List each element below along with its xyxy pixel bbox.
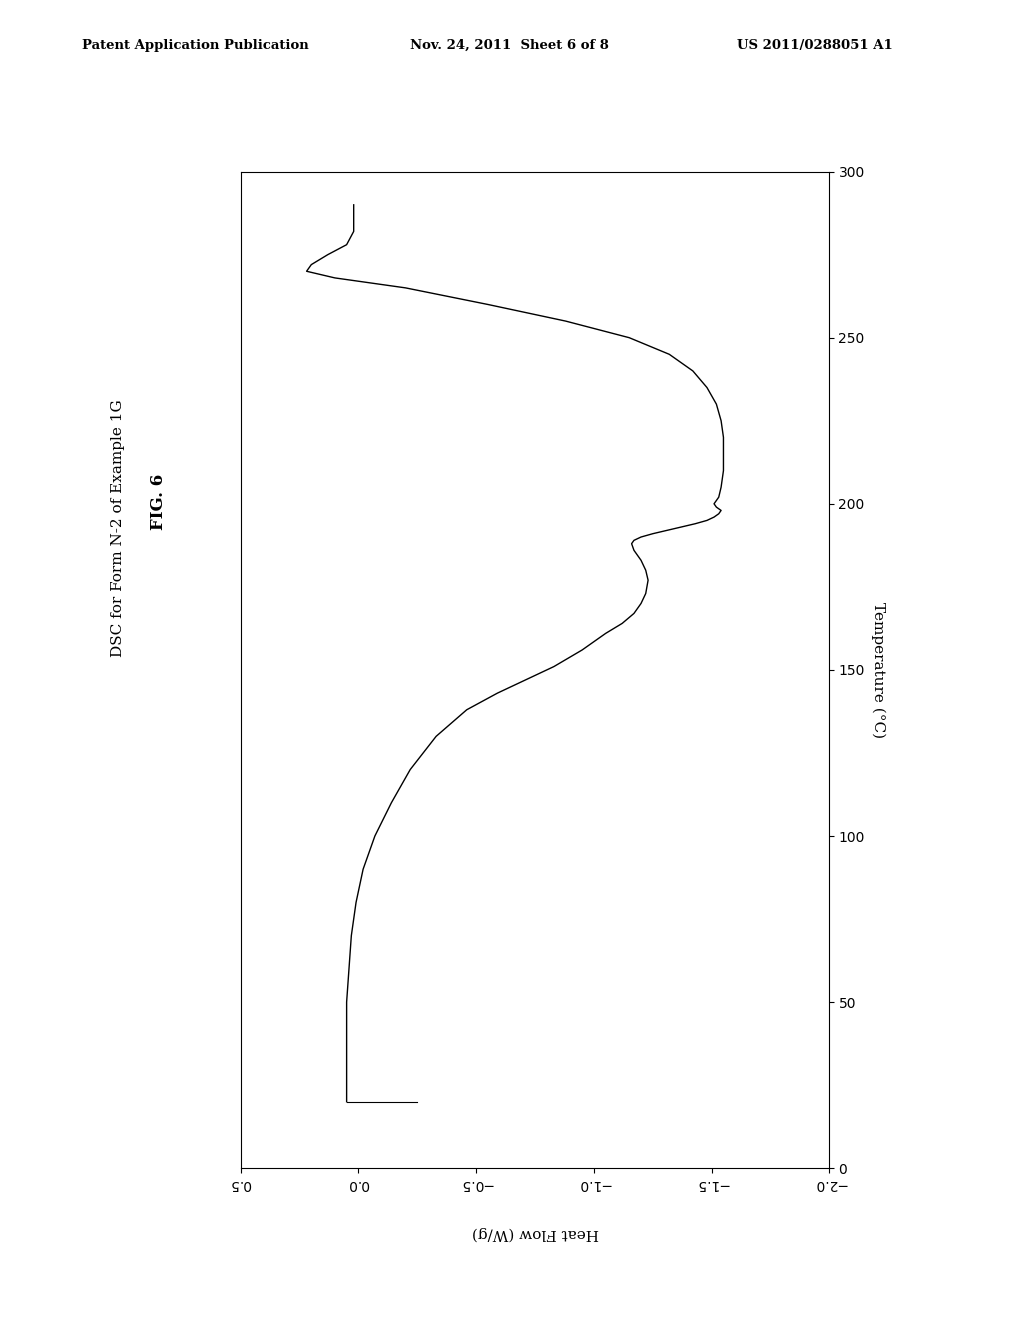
- X-axis label: Heat Flow (W/g): Heat Flow (W/g): [471, 1226, 599, 1241]
- Text: FIG. 6: FIG. 6: [151, 474, 167, 529]
- Text: Patent Application Publication: Patent Application Publication: [82, 38, 308, 51]
- Y-axis label: Temperature (°C): Temperature (°C): [871, 602, 886, 738]
- Text: US 2011/0288051 A1: US 2011/0288051 A1: [737, 38, 893, 51]
- Text: DSC for Form N-2 of Example 1G: DSC for Form N-2 of Example 1G: [111, 399, 125, 657]
- Text: Nov. 24, 2011  Sheet 6 of 8: Nov. 24, 2011 Sheet 6 of 8: [410, 38, 608, 51]
